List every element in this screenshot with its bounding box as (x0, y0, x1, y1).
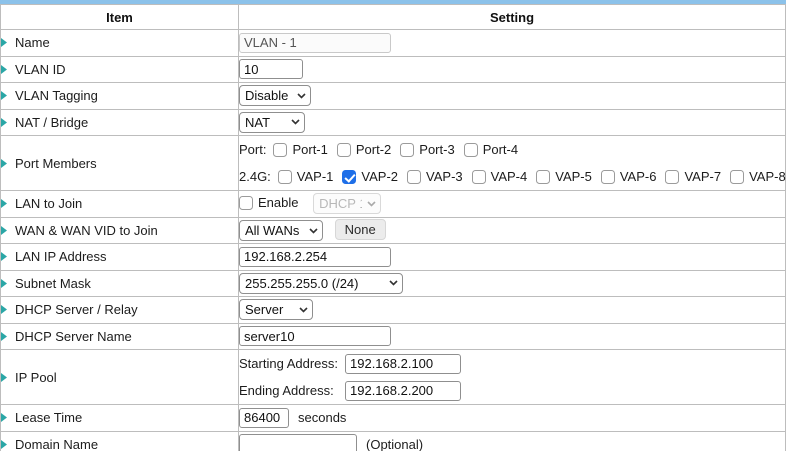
starting-address-input[interactable] (345, 353, 461, 374)
wan-none-button[interactable]: None (334, 219, 386, 241)
row-lan-ip-address: LAN IP Address (0, 243, 786, 271)
vlan-settings-table: Item Setting Name VLAN ID VLAN Tagging (0, 4, 786, 451)
vap-4-checkbox[interactable] (471, 170, 486, 184)
row-label: IP Pool (15, 369, 57, 385)
column-header-setting: Setting (238, 4, 786, 30)
checkbox-vap-8[interactable]: VAP-8 (730, 169, 786, 184)
table-header-row: Item Setting (0, 4, 786, 30)
row-label: DHCP Server Name (15, 328, 132, 344)
vap-1-checkbox[interactable] (277, 170, 292, 184)
row-arrow-icon (1, 64, 7, 74)
checkbox-vap-7[interactable]: VAP-7 (665, 169, 721, 184)
lan-join-enable-checkbox[interactable] (239, 196, 253, 211)
subnet-mask-select[interactable]: 255.255.255.0 (/24) (239, 272, 403, 294)
row-arrow-icon (1, 331, 7, 341)
row-arrow-icon (1, 38, 7, 48)
port-checkbox-group: Port: Port-1 Port-2 Port-3 Port-4 (239, 136, 785, 163)
port-group-label: Port: (239, 142, 267, 157)
dhcp-server-relay-select[interactable]: Server (239, 299, 313, 321)
row-label: Domain Name (15, 436, 99, 451)
row-vlan-tagging: VLAN Tagging Disable (0, 82, 786, 110)
starting-address-label: Starting Address: (239, 356, 338, 371)
wan-select[interactable]: All WANs (239, 220, 323, 242)
domain-optional-note: (Optional) (366, 436, 424, 451)
row-arrow-icon (1, 252, 7, 262)
top-accent-bar (0, 0, 786, 4)
vap-checkbox-group: 2.4G: VAP-1 VAP-2 VAP-3 VAP-4 VAP-5 VAP-… (239, 163, 786, 190)
row-lan-to-join: LAN to Join Enable DHCP 1 (0, 190, 786, 218)
vap-2-checkbox[interactable] (342, 170, 357, 184)
lease-time-input[interactable] (239, 407, 289, 428)
row-arrow-icon (1, 278, 7, 288)
row-arrow-icon (1, 158, 7, 168)
checkbox-vap-2[interactable]: VAP-2 (342, 169, 398, 184)
row-arrow-icon (1, 305, 7, 315)
row-label: Lease Time (15, 410, 83, 426)
row-label: Subnet Mask (15, 275, 91, 291)
row-label: WAN & WAN VID to Join (15, 222, 158, 238)
row-arrow-icon (1, 199, 7, 209)
row-dhcp-server-relay: DHCP Server / Relay Server (0, 296, 786, 324)
name-input[interactable] (239, 32, 391, 53)
row-label: VLAN Tagging (15, 88, 98, 104)
row-port-members: Port Members Port: Port-1 Port-2 Port-3 … (0, 135, 786, 191)
checkbox-vap-5[interactable]: VAP-5 (536, 169, 592, 184)
row-domain-name: Domain Name (Optional) (0, 430, 786, 451)
lease-time-unit: seconds (298, 410, 347, 426)
wifi-group-label: 2.4G: (239, 169, 271, 184)
checkbox-port-1[interactable]: Port-1 (273, 142, 328, 157)
port-3-checkbox[interactable] (400, 143, 415, 157)
row-name: Name (0, 29, 786, 57)
ending-address-input[interactable] (345, 380, 461, 401)
row-arrow-icon (1, 91, 7, 101)
checkbox-port-4[interactable]: Port-4 (463, 142, 518, 157)
checkbox-vap-3[interactable]: VAP-3 (407, 169, 463, 184)
row-label: NAT / Bridge (15, 114, 89, 130)
vap-7-checkbox[interactable] (665, 170, 680, 184)
row-label: Name (15, 35, 50, 51)
checkbox-port-3[interactable]: Port-3 (400, 142, 455, 157)
row-label: LAN IP Address (15, 249, 107, 265)
dhcp-server-name-input[interactable] (239, 326, 391, 347)
row-lease-time: Lease Time seconds (0, 404, 786, 432)
vap-6-checkbox[interactable] (600, 170, 615, 184)
checkbox-vap-1[interactable]: VAP-1 (277, 169, 333, 184)
port-4-checkbox[interactable] (463, 143, 478, 157)
vap-5-checkbox[interactable] (536, 170, 551, 184)
row-label: Port Members (15, 155, 97, 171)
vlan-tagging-select[interactable]: Disable (239, 85, 311, 107)
row-arrow-icon (1, 413, 7, 423)
port-2-checkbox[interactable] (336, 143, 351, 157)
row-wan-to-join: WAN & WAN VID to Join All WANs None (0, 216, 786, 244)
lan-join-dhcp-select[interactable]: DHCP 1 (313, 193, 382, 215)
ending-address-label: Ending Address: (239, 383, 334, 398)
row-arrow-icon (1, 117, 7, 127)
row-label: LAN to Join (15, 196, 83, 212)
domain-name-input[interactable] (239, 434, 357, 451)
checkbox-vap-4[interactable]: VAP-4 (471, 169, 527, 184)
row-subnet-mask: Subnet Mask 255.255.255.0 (/24) (0, 269, 786, 297)
row-vlan-id: VLAN ID (0, 55, 786, 83)
vap-8-checkbox[interactable] (730, 170, 745, 184)
row-nat-bridge: NAT / Bridge NAT (0, 108, 786, 136)
row-ip-pool: IP Pool Starting Address: Ending Address… (0, 349, 786, 405)
vap-3-checkbox[interactable] (407, 170, 422, 184)
nat-bridge-select[interactable]: NAT (239, 111, 305, 133)
lan-ip-input[interactable] (239, 246, 391, 267)
row-arrow-icon (1, 372, 7, 382)
column-header-item: Item (0, 4, 239, 30)
row-arrow-icon (1, 225, 7, 235)
lan-join-enable[interactable]: Enable (239, 195, 298, 211)
port-1-checkbox[interactable] (273, 143, 288, 157)
row-arrow-icon (1, 439, 7, 449)
row-dhcp-server-name: DHCP Server Name (0, 322, 786, 350)
row-label: DHCP Server / Relay (15, 302, 138, 318)
row-label: VLAN ID (15, 61, 66, 77)
vlan-id-input[interactable] (239, 59, 303, 80)
checkbox-port-2[interactable]: Port-2 (336, 142, 391, 157)
checkbox-vap-6[interactable]: VAP-6 (600, 169, 656, 184)
